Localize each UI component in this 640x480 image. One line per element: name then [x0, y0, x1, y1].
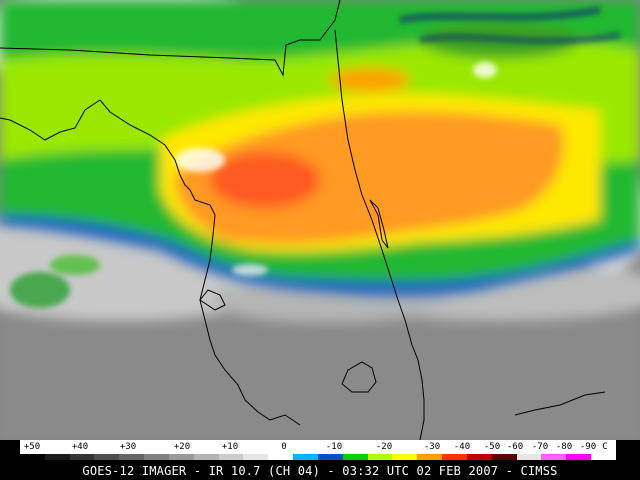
- atlantic-coastline: [334, 29, 425, 440]
- scale-tick-label: +40: [71, 442, 89, 452]
- color-swatch: [243, 454, 269, 460]
- scale-tick-label: +30: [119, 442, 137, 452]
- color-swatch: [342, 454, 368, 460]
- color-swatch: [293, 454, 318, 460]
- color-swatch: [94, 454, 120, 460]
- cloud-texture: [10, 7, 621, 308]
- color-swatch: [144, 454, 169, 460]
- scale-tick-label: -30: [423, 442, 441, 452]
- color-swatch: [516, 454, 542, 460]
- scale-tick-label: -10: [325, 442, 343, 452]
- color-swatch: [392, 454, 418, 460]
- caption-bar: GOES-12 IMAGER - IR 10.7 (CH 04) - 03:32…: [0, 462, 640, 480]
- state-border: [0, 0, 341, 77]
- scale-tick-label: -40: [453, 442, 471, 452]
- scale-tick-label: -90: [579, 442, 597, 452]
- color-swatch: [317, 454, 343, 460]
- color-swatch: [466, 454, 492, 460]
- color-swatch: [491, 454, 517, 460]
- scale-tick-label: C: [602, 442, 608, 452]
- satellite-ir-image: [0, 0, 640, 440]
- color-swatch: [417, 454, 443, 460]
- color-swatch: [591, 454, 616, 460]
- color-swatch: [442, 454, 467, 460]
- scale-tick-label: -60: [506, 442, 524, 452]
- scale-tick-label: -70: [531, 442, 549, 452]
- scale-tick-label: +50: [23, 442, 41, 452]
- color-swatch: [168, 454, 194, 460]
- color-swatch: [193, 454, 219, 460]
- color-swatch: [119, 454, 145, 460]
- scale-tick-label: +20: [173, 442, 191, 452]
- lake-okeechobee: [341, 361, 377, 393]
- color-swatch: [541, 454, 567, 460]
- color-swatch: [69, 454, 95, 460]
- scale-tick-label: -80: [555, 442, 573, 452]
- coastline: [0, 99, 271, 421]
- scale-tick-label: +10: [221, 442, 239, 452]
- color-swatch: [218, 454, 244, 460]
- scale-tick-label: 0: [281, 442, 287, 452]
- color-swatch: [268, 454, 294, 460]
- color-swatch: [367, 454, 393, 460]
- scale-tick-label: -50: [483, 442, 501, 452]
- temperature-scale-labels: +50 +40 +30 +20 +10 0 -10 -20 -30 -40 -50 -60 -70 -80…: [20, 440, 616, 454]
- color-swatch: [44, 454, 70, 460]
- color-swatch: [20, 454, 45, 460]
- map-outlines: [0, 0, 606, 440]
- image-caption: GOES-12 IMAGER - IR 10.7 (CH 04) - 03:32…: [82, 464, 558, 478]
- scale-tick-label: -20: [375, 442, 393, 452]
- color-swatch: [566, 454, 592, 460]
- temperature-color-bar: [20, 454, 616, 460]
